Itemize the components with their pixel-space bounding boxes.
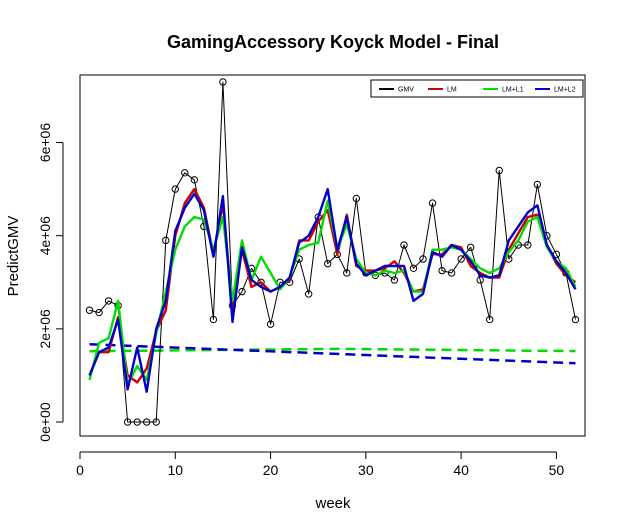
data-point	[266, 320, 275, 328]
chart-title: GamingAccessory Koyck Model - Final	[167, 32, 499, 52]
y-axis: 0e+00 2e+06 4e+06 6e+06	[37, 123, 64, 442]
legend-label: LM	[447, 87, 457, 94]
data-point	[447, 269, 456, 277]
data-point	[219, 78, 227, 86]
x-tick-label: 0	[76, 462, 84, 478]
data-point	[95, 308, 103, 317]
series-line-gmv	[89, 81, 576, 423]
data-point	[457, 255, 465, 263]
y-tick-label: 6e+06	[37, 123, 53, 163]
data-point	[438, 266, 446, 275]
data-point	[162, 236, 170, 245]
series-layer	[85, 78, 580, 426]
y-tick-label: 2e+06	[37, 309, 53, 349]
legend-box	[370, 79, 584, 98]
data-point	[142, 418, 151, 426]
series-line-dashed-5	[89, 342, 576, 365]
data-point	[209, 315, 218, 324]
data-point	[85, 306, 94, 314]
x-tick-label: 10	[167, 462, 183, 478]
data-point	[533, 180, 542, 189]
data-point	[181, 169, 189, 177]
data-point	[390, 276, 399, 284]
data-point	[304, 290, 313, 298]
data-point	[419, 255, 427, 263]
y-tick-label: 4e+06	[37, 216, 53, 256]
data-point	[238, 287, 246, 296]
data-point	[352, 194, 361, 203]
data-point	[409, 264, 418, 273]
y-tick-label: 0e+00	[37, 402, 53, 442]
data-point	[343, 269, 351, 277]
legend-label: LM+L2	[554, 87, 576, 94]
data-point	[104, 297, 113, 305]
plot-area	[79, 74, 586, 437]
data-point	[152, 418, 160, 426]
y-axis-label: PredictGMV	[5, 216, 22, 297]
data-point	[571, 315, 580, 324]
x-tick-label: 20	[263, 462, 279, 478]
data-point	[486, 315, 494, 324]
data-point	[476, 276, 484, 284]
data-point	[324, 259, 332, 268]
data-point	[171, 185, 179, 193]
legend-label: GMV	[398, 87, 414, 94]
legend: GMV LM LM+L1 LM+L2	[370, 79, 584, 98]
legend-label: LM+L1	[502, 87, 524, 94]
data-point	[524, 241, 532, 249]
x-tick-label: 30	[358, 462, 374, 478]
data-point	[495, 166, 503, 175]
x-tick-label: 40	[453, 462, 469, 478]
data-point	[133, 418, 141, 426]
x-axis-label: week	[314, 495, 351, 512]
data-point	[190, 176, 199, 184]
data-point	[428, 199, 437, 207]
x-axis: 0 10 20 30 40 50	[76, 451, 565, 478]
series-line-lm-l2	[88, 187, 577, 393]
series-line-lm-l1	[88, 199, 577, 386]
x-tick-label: 50	[549, 462, 565, 478]
plot-frame	[79, 74, 586, 437]
series-line-dashed-4	[89, 347, 576, 353]
data-point	[400, 241, 408, 249]
data-point	[466, 243, 475, 252]
data-point	[123, 418, 132, 426]
